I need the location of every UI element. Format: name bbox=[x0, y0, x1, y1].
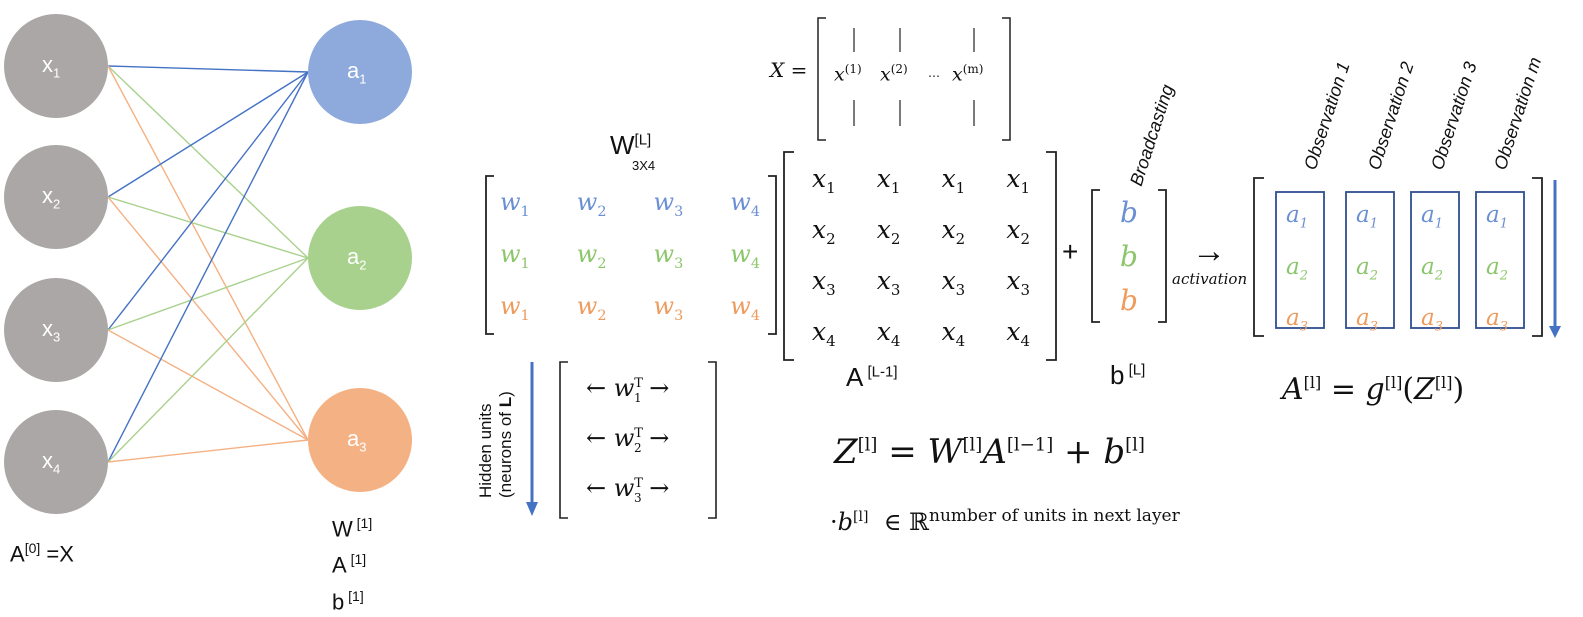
a-row-4: x4 x4 x4 x4 bbox=[812, 317, 1030, 350]
w-label: W[L] bbox=[610, 130, 652, 160]
input-label-4: x4 bbox=[42, 448, 61, 477]
x-def-lhs: X = bbox=[770, 58, 808, 82]
eq-activation: A[l] = g[l](Z[l]) bbox=[1282, 372, 1465, 407]
a-cell: x4 bbox=[812, 317, 836, 350]
observation-column-4 bbox=[1475, 191, 1525, 329]
x-col-1: x(1) bbox=[834, 62, 862, 86]
a-cell: x4 bbox=[876, 317, 901, 350]
w-cell: w1 bbox=[500, 188, 530, 220]
a-cell: x2 bbox=[941, 215, 966, 248]
w-cell: w1 bbox=[500, 292, 530, 324]
input-node-3 bbox=[4, 278, 108, 382]
w-cell: w2 bbox=[576, 292, 607, 324]
input-label-1: x1 bbox=[42, 52, 61, 81]
w-cell: w4 bbox=[730, 188, 760, 220]
x-def-brackets bbox=[817, 17, 1011, 141]
out-col-2: a1 a2 a3 bbox=[1356, 202, 1378, 335]
w-row-2: w1 w2 w3 w4 bbox=[500, 240, 760, 272]
layer-caption-w: W [1] bbox=[332, 515, 373, 542]
w-row-1: w1 w2 w3 w4 bbox=[500, 188, 760, 220]
x-col-2: x(2) bbox=[880, 62, 908, 86]
output-node-1 bbox=[308, 20, 412, 124]
eq-linear: Z[l] = W[l]A[l−1] + b[l] bbox=[834, 432, 1145, 472]
w-cell: w3 bbox=[653, 292, 684, 324]
w-cell: w3 bbox=[653, 240, 684, 272]
x-definition: X = x(1) x(2) … x(m) bbox=[770, 14, 1020, 144]
a-cell: x4 bbox=[1006, 317, 1030, 350]
w-cell: w4 bbox=[730, 292, 760, 324]
b-cell-1: b bbox=[1120, 196, 1138, 229]
observation-column-2 bbox=[1345, 191, 1395, 329]
x-col-dots: … bbox=[928, 66, 940, 80]
x-col-m: x(m) bbox=[952, 62, 984, 86]
wt-row-1: ← wT1 → bbox=[586, 374, 670, 405]
a-cell: x3 bbox=[941, 266, 966, 299]
out-col-1: a1 a2 a3 bbox=[1286, 202, 1308, 335]
input-label-2: x2 bbox=[42, 183, 61, 212]
b-cell-3: b bbox=[1120, 284, 1138, 317]
w-label-sub: 3X4 bbox=[632, 158, 656, 173]
out-col-4: a1 a2 a3 bbox=[1486, 202, 1508, 335]
w-cell: w2 bbox=[576, 240, 607, 272]
input-node-4 bbox=[4, 410, 108, 514]
network-edges bbox=[4, 14, 412, 514]
wt-row-3: ← wT3 → bbox=[586, 474, 670, 505]
a-cell: x2 bbox=[876, 215, 901, 248]
w-row-3: w1 w2 w3 w4 bbox=[500, 292, 760, 324]
a-matrix-label: A [L-1] bbox=[846, 362, 898, 392]
observation-column-1 bbox=[1275, 191, 1325, 329]
a-cell: x3 bbox=[876, 266, 901, 299]
a-matrix-brackets bbox=[783, 151, 1057, 361]
plus-sign: + bbox=[1062, 236, 1079, 267]
a-cell: x2 bbox=[812, 215, 836, 248]
b-cell-2: b bbox=[1120, 240, 1138, 273]
w-cell: w1 bbox=[500, 240, 530, 272]
hidden-units-arrow bbox=[526, 362, 538, 516]
a-cell: x3 bbox=[1006, 266, 1030, 299]
input-node-1 bbox=[4, 14, 108, 118]
a-cell: x1 bbox=[812, 164, 836, 197]
output-label-2: a2 bbox=[347, 244, 367, 273]
layer-caption-b: b [1] bbox=[332, 587, 364, 614]
a-cell: x2 bbox=[1006, 215, 1030, 248]
out-matrix-frame bbox=[1253, 177, 1561, 338]
a-cell: x1 bbox=[1006, 164, 1030, 197]
a-row-2: x2 x2 x2 x2 bbox=[812, 215, 1030, 248]
a-cell: x3 bbox=[812, 266, 836, 299]
output-label-1: a1 bbox=[347, 58, 367, 87]
activation-arrow: → bbox=[1192, 232, 1226, 270]
observation-header-1: Observation 1 bbox=[1300, 59, 1354, 173]
observation-header-2: Observation 2 bbox=[1364, 59, 1418, 173]
down-arrow-head bbox=[1549, 326, 1561, 338]
layer-caption: W [1] A [1] b [1] bbox=[332, 508, 372, 617]
layer-caption-a: A [1] bbox=[332, 551, 367, 578]
w-cell: w2 bbox=[576, 188, 607, 220]
wt-row-2: ← wT2 → bbox=[586, 424, 670, 455]
w-matrix-brackets bbox=[485, 175, 777, 335]
hidden-units-label: Hidden units (neurons of L) bbox=[476, 391, 515, 498]
eq-b-dimension: ·b[l] ∈ ℝnumber of units in next layer bbox=[830, 506, 1180, 536]
observation-column-3 bbox=[1410, 191, 1460, 329]
a-row-1: x1 x1 x1 x1 bbox=[812, 164, 1030, 197]
a-cell: x1 bbox=[941, 164, 966, 197]
w-cell: w3 bbox=[653, 188, 684, 220]
output-label-3: a3 bbox=[347, 426, 367, 455]
activation-label: activation bbox=[1172, 270, 1248, 288]
a-cell: x1 bbox=[876, 164, 901, 197]
broadcasting-label: Broadcasting bbox=[1126, 82, 1178, 189]
b-vector-brackets bbox=[1091, 189, 1167, 323]
input-label-3: x3 bbox=[42, 316, 61, 345]
w-cell: w4 bbox=[730, 240, 760, 272]
observation-header-3: Observation 3 bbox=[1427, 59, 1481, 173]
b-vector-label: b [L] bbox=[1110, 360, 1146, 390]
wt-matrix-brackets bbox=[559, 361, 717, 519]
input-layer-caption: A[0] =X bbox=[10, 540, 74, 567]
output-node-3 bbox=[308, 388, 412, 492]
a-row-3: x3 x3 x3 x3 bbox=[812, 266, 1030, 299]
observation-header-4: Observation m bbox=[1490, 54, 1546, 173]
input-node-2 bbox=[4, 145, 108, 249]
out-col-3: a1 a2 a3 bbox=[1421, 202, 1443, 335]
output-node-2 bbox=[308, 206, 412, 310]
a-cell: x4 bbox=[941, 317, 966, 350]
